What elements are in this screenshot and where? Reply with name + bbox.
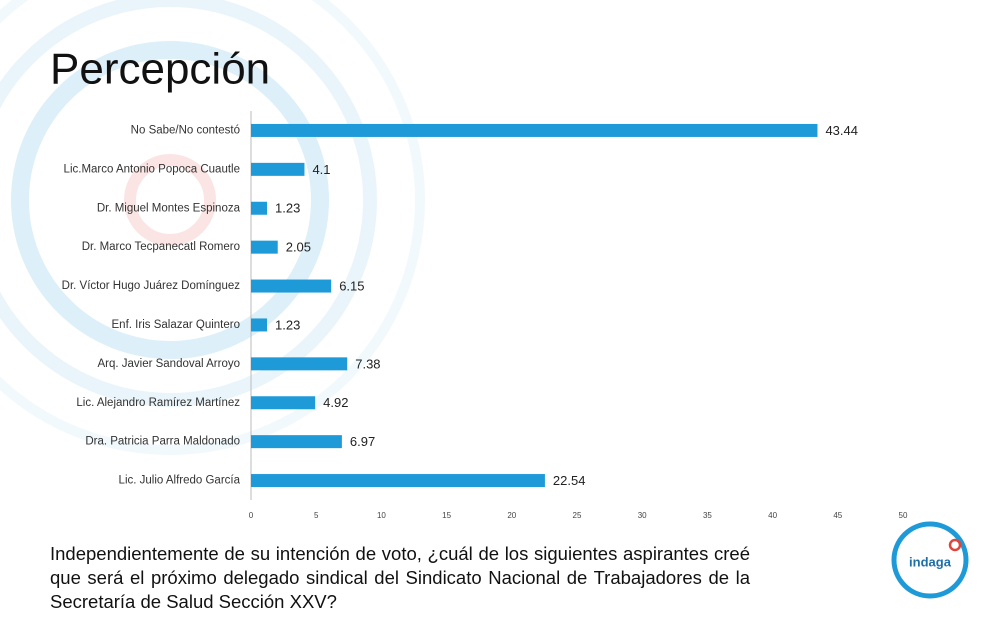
category-label: Dr. Miguel Montes Espinoza (97, 202, 241, 214)
value-label: 7.38 (355, 356, 380, 371)
category-label: Dr. Víctor Hugo Juárez Domínguez (62, 280, 241, 292)
category-label: Lic. Alejandro Ramírez Martínez (76, 397, 240, 409)
x-tick-label: 15 (442, 511, 451, 520)
category-label: Lic. Julio Alfredo García (119, 475, 241, 487)
x-tick-label: 10 (377, 511, 386, 520)
x-tick-label: 35 (703, 511, 712, 520)
x-tick-label: 45 (833, 511, 842, 520)
bar (251, 318, 268, 332)
value-label: 2.05 (286, 240, 311, 255)
category-label: Dra. Patricia Parra Maldonado (85, 436, 240, 448)
category-label: Arq. Javier Sandoval Arroyo (97, 358, 240, 370)
value-label: 22.54 (553, 473, 586, 488)
bar (251, 396, 316, 410)
chart-title: Percepción (50, 45, 270, 94)
bar (251, 201, 268, 215)
x-tick-label: 40 (768, 511, 777, 520)
x-tick-label: 5 (314, 511, 319, 520)
question-text: Independientemente de su intención de vo… (50, 543, 750, 612)
x-tick-label: 0 (249, 511, 254, 520)
value-label: 6.97 (350, 434, 375, 449)
category-label: Lic.Marco Antonio Popoca Cuautle (64, 163, 240, 175)
bar (251, 123, 818, 137)
category-label: No Sabe/No contestó (131, 124, 240, 136)
background-arcs (0, 0, 425, 455)
category-label: Dr. Marco Tecpanecatl Romero (82, 241, 240, 253)
value-label: 4.1 (312, 162, 330, 177)
bar (251, 279, 332, 293)
value-label: 43.44 (825, 123, 858, 138)
x-tick-label: 30 (638, 511, 647, 520)
logo-text: indaga (909, 554, 952, 569)
value-label: 6.15 (339, 278, 364, 293)
logo: indaga (891, 521, 969, 599)
bar (251, 435, 342, 449)
category-label: Enf. Iris Salazar Quintero (112, 319, 240, 331)
value-label: 4.92 (323, 395, 348, 410)
bar (251, 474, 545, 488)
value-label: 1.23 (275, 201, 300, 216)
bar (251, 162, 305, 176)
value-label: 1.23 (275, 317, 300, 332)
x-tick-label: 20 (507, 511, 516, 520)
bar (251, 240, 278, 254)
bar (251, 357, 348, 371)
x-tick-label: 50 (899, 511, 908, 520)
x-tick-label: 25 (573, 511, 582, 520)
